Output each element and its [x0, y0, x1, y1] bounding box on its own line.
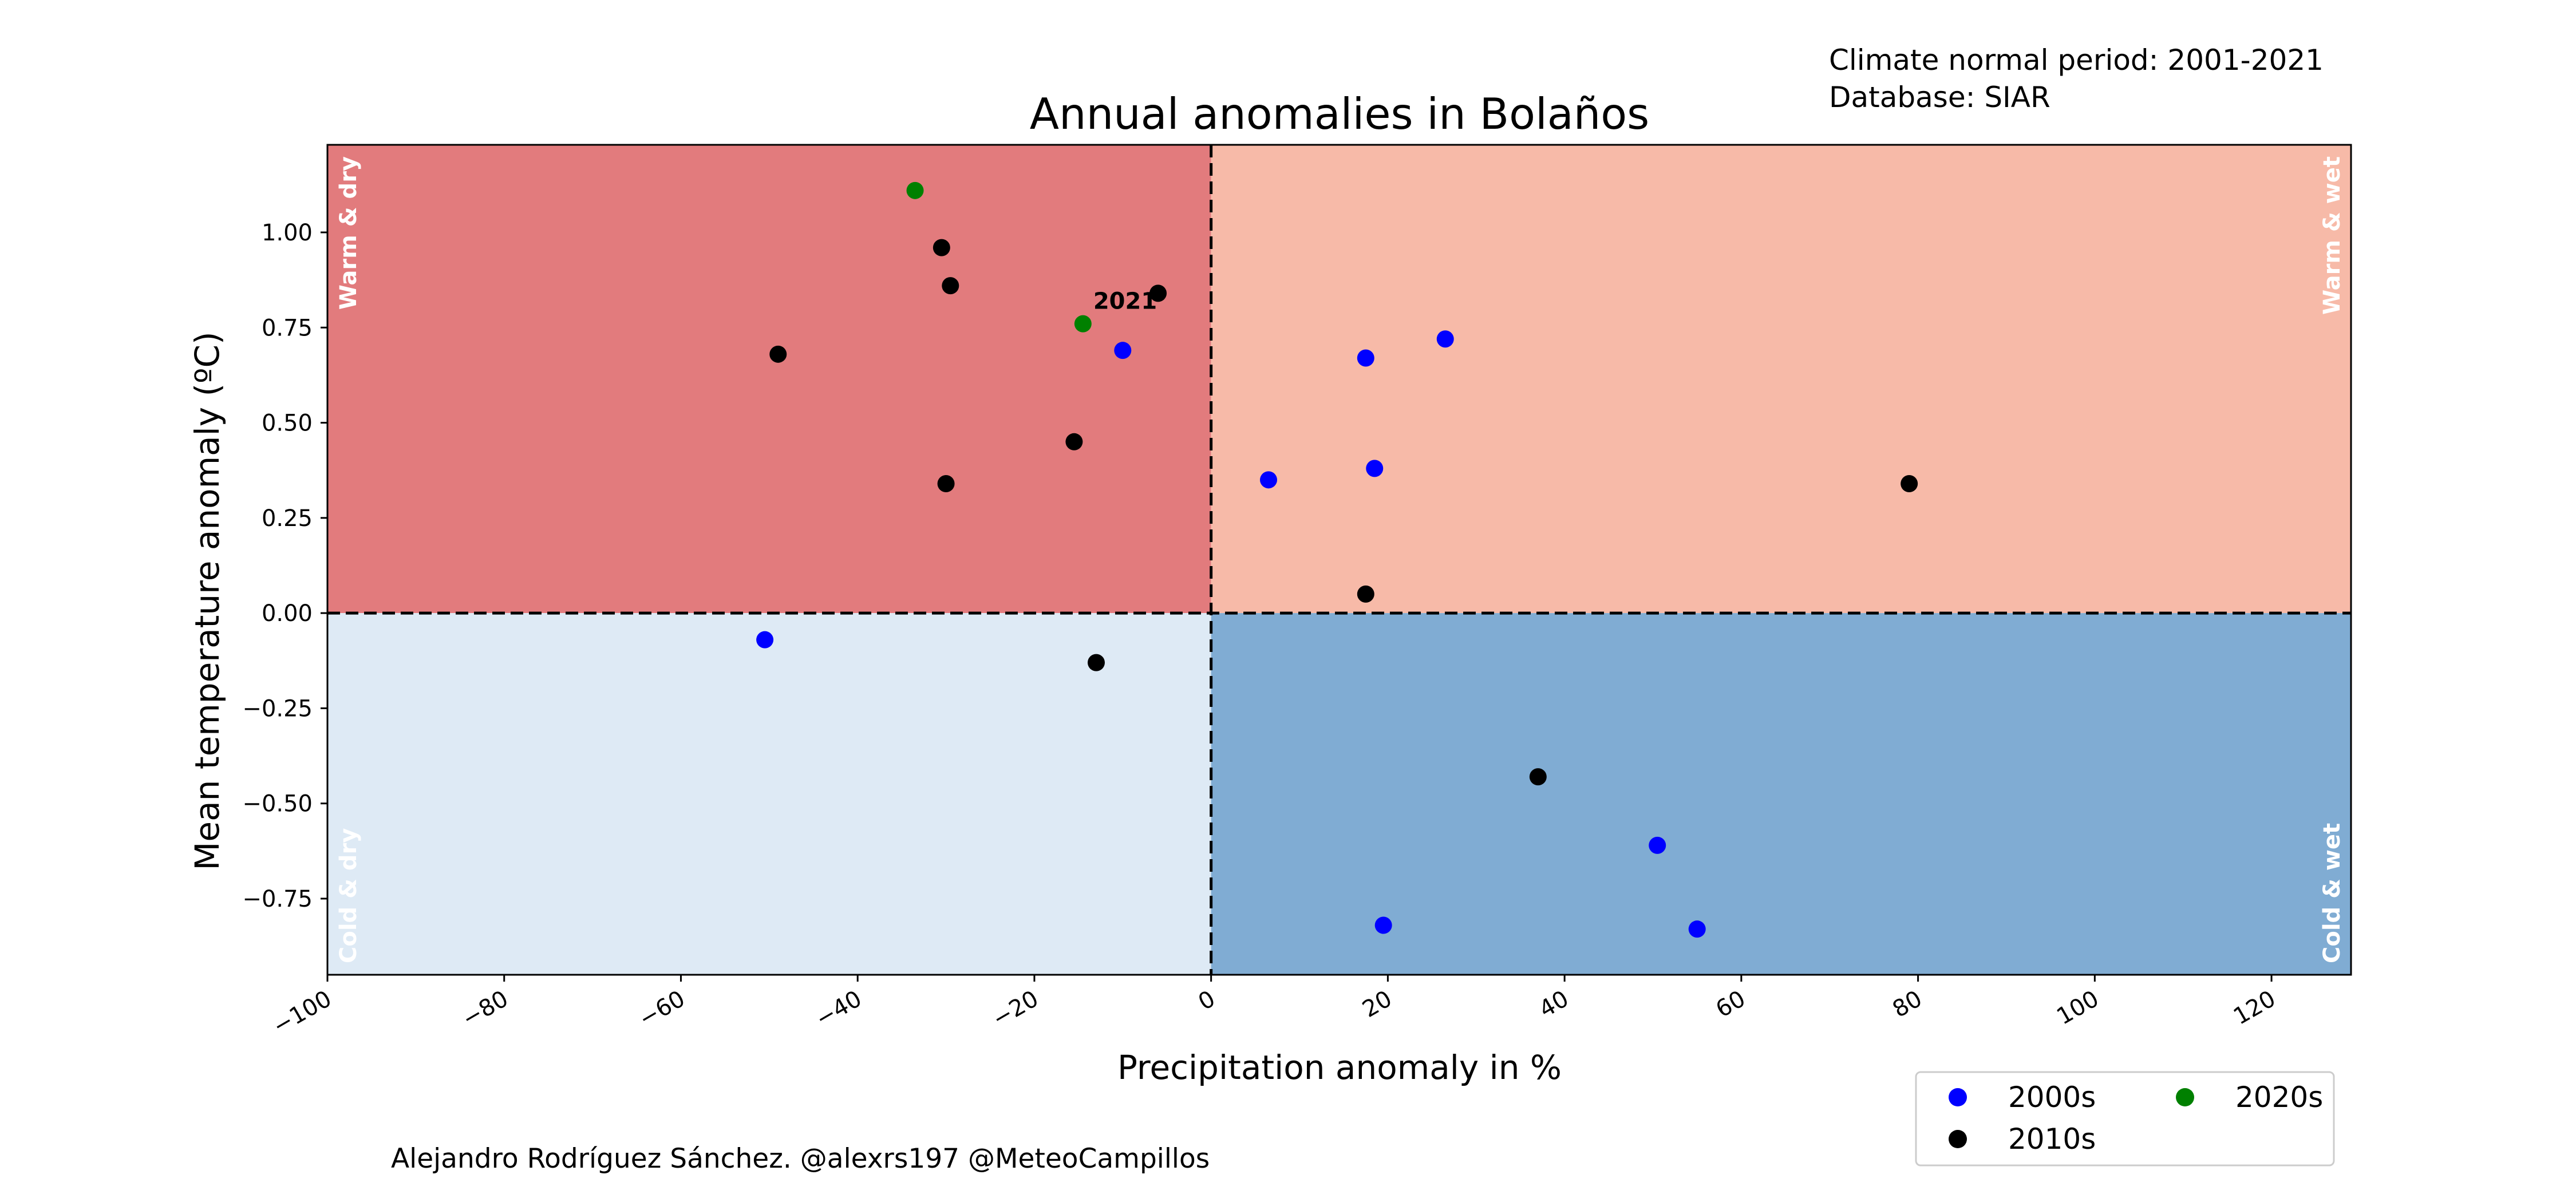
legend-label-2000s: 2000s	[2008, 1081, 2096, 1114]
data-point-2000s	[1688, 920, 1706, 938]
x-axis-ticks: −100 −80 −60 −40 −20 0 20 40 60 80 100 120	[268, 975, 2280, 1040]
x-tick-label: 0	[1194, 986, 1220, 1016]
plot-frame	[326, 144, 2352, 976]
data-point-2000s	[1436, 330, 1454, 348]
y-tick-label: 0.50	[262, 410, 313, 437]
y-axis-ticks: 1.00 0.75 0.50 0.25 0.00 −0.25 −0.50 −0.75	[242, 220, 327, 912]
data-point-2010s	[1149, 284, 1167, 302]
data-points	[756, 181, 1918, 938]
y-axis-label: Mean temperature anomaly (ºC)	[188, 331, 227, 870]
quadrant-label-cold-dry: Cold & dry	[335, 828, 362, 963]
x-tick-label: 80	[1888, 986, 1927, 1023]
x-tick-label: −80	[458, 986, 513, 1033]
data-point-2010s	[933, 239, 950, 256]
x-tick-label: −20	[988, 986, 1043, 1033]
data-point-2000s	[1357, 349, 1374, 367]
x-tick-label: 40	[1535, 986, 1573, 1023]
quadrant-labels: Warm & dry Warm & wet Cold & dry Cold & wet	[335, 156, 2345, 963]
legend-marker-2020s	[2176, 1088, 2194, 1106]
legend-box	[1915, 1071, 2335, 1167]
y-tick-label: 0.25	[262, 505, 313, 532]
data-point-2010s	[1357, 585, 1374, 603]
quadrant-warm-dry	[327, 145, 1211, 614]
quadrant-label-cold-wet: Cold & wet	[2319, 823, 2345, 963]
x-tick-label: 120	[2229, 986, 2280, 1030]
legend-marker-2000s	[1949, 1088, 1967, 1106]
data-point-2010s	[1901, 475, 1918, 492]
data-point-2010s	[1529, 768, 1547, 786]
data-point-2000s	[1114, 342, 1132, 359]
y-tick-label: −0.50	[242, 791, 313, 817]
quadrant-warm-wet	[1211, 145, 2351, 614]
y-tick-label: 0.00	[262, 600, 313, 627]
zero-reference-lines	[327, 145, 2351, 975]
data-point-2010s	[937, 475, 955, 492]
credit-note: Alejandro Rodríguez Sánchez. @alexrs197 …	[391, 1143, 1210, 1175]
database-note: Database: SIAR	[1829, 81, 2050, 114]
data-point-2000s	[756, 631, 774, 649]
legend-label-2010s: 2010s	[2008, 1122, 2096, 1156]
y-tick-label: 1.00	[262, 220, 313, 246]
quadrant-label-warm-dry: Warm & dry	[335, 156, 362, 310]
quadrant-cold-dry	[327, 613, 1211, 975]
data-point-2000s	[1374, 916, 1392, 934]
y-tick-label: −0.25	[242, 695, 313, 722]
y-tick-label: −0.75	[242, 886, 313, 912]
y-tick-label: 0.75	[262, 315, 313, 341]
annotation-label: 2021	[1093, 288, 1157, 315]
x-tick-label: −60	[634, 986, 689, 1033]
data-point-2000s	[1260, 471, 1278, 489]
x-tick-label: −100	[268, 986, 336, 1040]
legend-marker-2010s	[1949, 1130, 1967, 1148]
data-point-2010s	[769, 345, 787, 363]
point-annotations: 2021	[1093, 288, 1157, 315]
quadrant-backgrounds	[327, 145, 2351, 975]
legend: 2000s 2010s 2020s	[1915, 1071, 2335, 1167]
data-point-2020s	[906, 181, 924, 199]
normal-period-note: Climate normal period: 2001-2021	[1829, 44, 2324, 77]
quadrant-label-warm-wet: Warm & wet	[2319, 156, 2345, 315]
data-point-2010s	[1065, 433, 1083, 450]
data-point-2020s	[1074, 315, 1092, 333]
quadrant-cold-wet	[1211, 613, 2351, 975]
data-point-2010s	[1087, 654, 1105, 671]
data-point-2000s	[1366, 460, 1384, 477]
x-tick-label: 20	[1358, 986, 1396, 1023]
data-point-2000s	[1649, 836, 1666, 854]
chart-title: Annual anomalies in Bolaños	[1030, 89, 1650, 139]
legend-label-2020s: 2020s	[2235, 1081, 2323, 1114]
x-tick-label: 60	[1712, 986, 1750, 1023]
x-axis-label: Precipitation anomaly in %	[1117, 1048, 1562, 1087]
data-point-2010s	[942, 277, 959, 295]
x-tick-label: 100	[2052, 986, 2103, 1030]
x-tick-label: −40	[811, 986, 866, 1033]
